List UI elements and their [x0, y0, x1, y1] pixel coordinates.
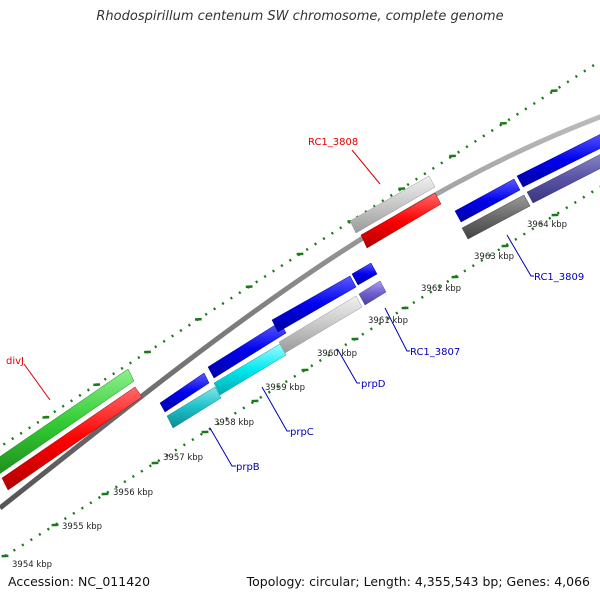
gene-red-1[interactable]: [1, 386, 143, 491]
leader-rc1-3808: [351, 149, 381, 185]
tick-label: 3960 kbp: [317, 349, 357, 359]
label-prpc[interactable]: prpC: [290, 427, 314, 438]
gene-blue-f[interactable]: [516, 132, 600, 188]
map-title: Rhodospirillum centenum SW chromosome, c…: [96, 9, 504, 24]
gene-prpc[interactable]: [213, 343, 287, 396]
gene-blue-a[interactable]: [159, 372, 210, 413]
chromosome-backbone: [0, 114, 600, 510]
leader-divj: [23, 363, 51, 401]
tick-label: 3958 kbp: [214, 418, 254, 428]
tick-labels: 3954 kbp 3955 kbp 3956 kbp 3957 kbp 3958…: [12, 220, 567, 570]
leader-prpc: [261, 386, 290, 432]
tick-label: 3962 kbp: [421, 284, 461, 294]
label-rc1-3808[interactable]: RC1_3808: [308, 137, 358, 148]
gene-blue-b[interactable]: [207, 321, 287, 379]
gene-red-2[interactable]: [360, 192, 442, 249]
leader-rc1-3807: [384, 307, 410, 352]
label-divj[interactable]: divJ: [6, 356, 24, 367]
tick-label: 3954 kbp: [12, 560, 52, 570]
genome-summary-text: Topology: circular; Length: 4,355,543 bp…: [246, 574, 590, 589]
gene-blue-d[interactable]: [351, 262, 378, 286]
accession-text: Accession: NC_011420: [8, 574, 151, 589]
label-rc1-3807[interactable]: RC1_3807: [410, 347, 460, 358]
gene-prpd[interactable]: [278, 295, 363, 354]
tick-label: 3956 kbp: [113, 488, 153, 498]
label-rc1-3809[interactable]: RC1_3809: [534, 272, 584, 283]
leader-rc1-3809: [506, 234, 534, 277]
gene-prpb[interactable]: [166, 386, 222, 429]
outer-major-ticks: [42, 89, 558, 419]
gene-rc1-3809[interactable]: [461, 194, 531, 240]
gene-rc1-3808[interactable]: [349, 175, 436, 234]
gene-slate[interactable]: [526, 152, 600, 204]
tick-label: 3959 kbp: [265, 383, 305, 393]
leader-prpb: [209, 427, 236, 467]
leader-prpd: [337, 349, 360, 384]
tick-label: 3957 kbp: [163, 453, 203, 463]
tick-label: 3964 kbp: [527, 220, 567, 230]
gene-divj[interactable]: [0, 368, 135, 475]
tick-label: 3955 kbp: [62, 522, 102, 532]
label-prpd[interactable]: prpD: [361, 379, 386, 390]
gene-blue-e[interactable]: [454, 178, 521, 223]
gene-blue-c[interactable]: [271, 275, 357, 333]
gene-rc1-3807[interactable]: [358, 280, 387, 306]
inner-major-ticks: [1, 213, 559, 558]
label-prpb[interactable]: prpB: [236, 462, 260, 473]
tick-label: 3963 kbp: [474, 252, 514, 262]
tick-label: 3961 kbp: [368, 316, 408, 326]
